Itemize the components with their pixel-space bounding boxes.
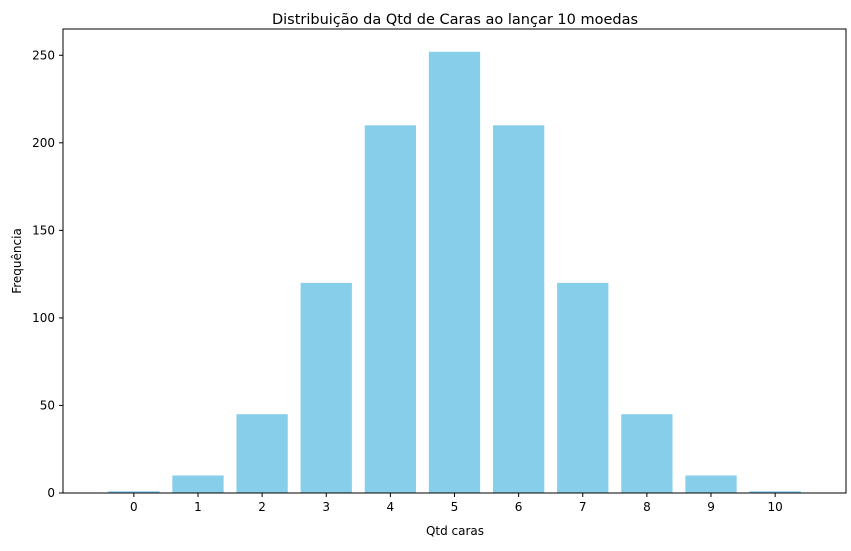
bar-4 [364, 125, 417, 494]
x-tick-label-2: 2 [258, 500, 266, 514]
y-tick-label-250: 250 [32, 48, 55, 62]
x-tick-label-10: 10 [767, 500, 782, 514]
bars-group [108, 51, 801, 494]
bar-10 [749, 491, 801, 493]
y-tick-label-100: 100 [32, 311, 55, 325]
x-tick-label-8: 8 [643, 500, 651, 514]
x-tick-label-4: 4 [387, 500, 395, 514]
x-tick-label-5: 5 [451, 500, 459, 514]
x-axis-label: Qtd caras [426, 524, 484, 538]
x-tick-label-7: 7 [579, 500, 587, 514]
bar-2 [236, 414, 288, 493]
bar-6 [492, 125, 545, 494]
x-axis-ticks: 0 1 2 3 4 5 6 7 8 9 10 [130, 493, 783, 514]
y-axis-ticks: 0 50 100 150 200 250 [32, 48, 63, 500]
bar-1 [172, 475, 224, 493]
x-tick-label-3: 3 [322, 500, 330, 514]
x-tick-label-0: 0 [130, 500, 138, 514]
bar-9 [685, 475, 737, 493]
bar-8 [621, 414, 673, 493]
x-tick-label-9: 9 [707, 500, 715, 514]
y-axis-label: Frequência [10, 228, 24, 294]
bar-5 [428, 51, 481, 493]
x-tick-label-6: 6 [515, 500, 523, 514]
bar-0 [108, 491, 160, 493]
x-tick-label-1: 1 [194, 500, 202, 514]
y-tick-label-200: 200 [32, 136, 55, 150]
plot-frame [62, 28, 847, 494]
bar-3 [300, 282, 352, 493]
y-tick-label-150: 150 [32, 223, 55, 237]
y-tick-label-50: 50 [40, 398, 55, 412]
bar-7 [557, 282, 609, 493]
chart-title: Distribuição da Qtd de Caras ao lançar 1… [272, 12, 638, 28]
y-tick-label-0: 0 [47, 486, 55, 500]
